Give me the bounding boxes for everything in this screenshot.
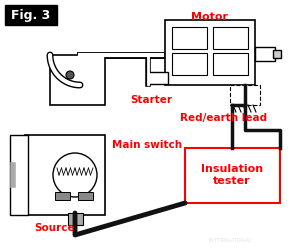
Circle shape [53,153,97,197]
Bar [148,72,168,84]
Bar [213,53,248,75]
Circle shape [66,71,74,79]
Bar [230,85,260,105]
Bar [5,5,57,25]
Bar [213,27,248,49]
Text: Main switch: Main switch [112,140,182,150]
Text: Starter: Starter [130,95,172,105]
Bar [172,53,207,75]
Bar [165,20,255,85]
Bar [10,135,28,215]
Text: Fig. 3: Fig. 3 [11,8,51,21]
Text: Red/earth lead: Red/earth lead [180,113,267,123]
Bar [172,27,207,49]
Bar [50,55,105,105]
Bar [25,135,105,215]
Bar [68,213,83,225]
Bar [273,50,281,58]
Bar [55,192,70,200]
Text: INTERNATIONAL: INTERNATIONAL [208,238,252,243]
Bar [78,192,93,200]
Bar [185,148,280,203]
Text: Source: Source [35,223,75,233]
Text: Motor: Motor [191,12,229,22]
Bar [255,47,275,61]
Text: Insulation
tester: Insulation tester [201,164,263,186]
